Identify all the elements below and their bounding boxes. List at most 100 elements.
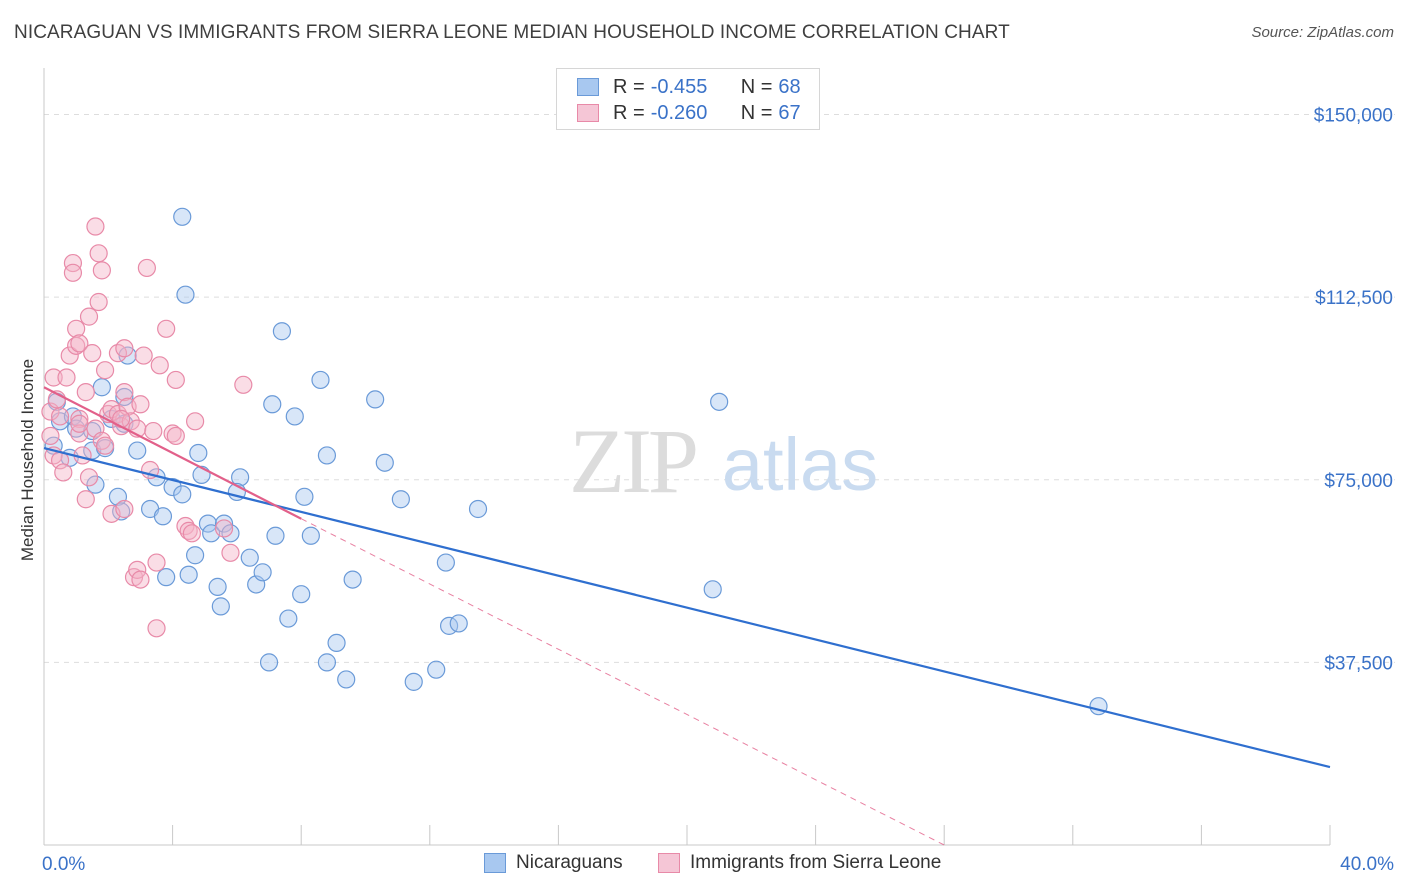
sierra-leone-point-25 <box>89 292 108 312</box>
bottom-legend-swatch-pink <box>658 853 680 873</box>
legend-r-label: R = <box>613 75 645 98</box>
legend-r-value: -0.260 <box>650 101 708 124</box>
nicaraguans-point-43 <box>272 322 292 341</box>
nicaraguans-point-41 <box>263 395 282 414</box>
nicaraguans-point-47 <box>295 487 314 506</box>
nicaraguans-point-42 <box>266 526 285 545</box>
nicaraguans-point-26 <box>186 546 205 565</box>
sierra-leone-point-21 <box>79 468 99 487</box>
sierra-leone-point-8 <box>57 368 76 387</box>
nicaraguans-point-45 <box>285 407 304 426</box>
sierra-leone-point-54 <box>157 319 176 338</box>
sierra-leone-point-52 <box>147 619 166 638</box>
nicaraguans-point-44 <box>279 609 298 628</box>
bottom-legend-swatch-blue <box>484 853 506 873</box>
sierra-leone-point-2 <box>44 368 63 387</box>
nicaraguans-point-49 <box>311 370 330 390</box>
nicaraguans-point-64 <box>703 580 722 599</box>
nicaraguans-point-55 <box>366 390 385 409</box>
sierra-leone-point-15 <box>70 409 89 428</box>
nicaraguans-point-52 <box>327 633 346 653</box>
sierra-leone-point-43 <box>128 560 147 579</box>
sierra-leone-point-1 <box>41 426 60 446</box>
sierra-leone-point-7 <box>54 463 73 482</box>
series-sierra-leone-points <box>41 217 253 638</box>
nicaraguans-point-24 <box>176 285 195 304</box>
sierra-leone-point-37 <box>115 339 134 358</box>
axes <box>43 68 1331 846</box>
watermark-zip: ZIP <box>569 410 696 512</box>
sierra-leone-point-59 <box>179 521 198 540</box>
nicaraguans-point-56 <box>375 453 394 472</box>
legend-r-value: -0.455 <box>650 75 708 98</box>
nicaraguans-point-37 <box>240 548 259 567</box>
bottom-legend-sierra-leone[interactable]: Immigrants from Sierra Leone <box>658 852 941 874</box>
sierra-leone-point-56 <box>166 426 185 446</box>
sierra-leone-point-5 <box>50 407 70 426</box>
x-tick-label-start: 0.0% <box>42 854 85 875</box>
legend-row-sierra-leone: R = -0.260 N = 67 <box>577 99 801 127</box>
sierra-leone-point-10 <box>63 253 83 273</box>
y-tick-label-0: $37,500 <box>1324 653 1393 674</box>
sierra-leone-point-30 <box>95 436 115 455</box>
y-axis-label: Median Household Income <box>18 358 37 562</box>
sierra-leone-point-20 <box>79 307 99 326</box>
sierra-leone-point-48 <box>137 258 156 278</box>
legend-row-nicaraguans: R = -0.455 N = 68 <box>577 73 801 101</box>
sierra-leone-point-22 <box>83 344 102 363</box>
sierra-leone-point-47 <box>134 346 153 365</box>
sierra-leone-point-46 <box>131 570 150 589</box>
sierra-leone-point-57 <box>166 370 185 390</box>
sierra-leone-point-18 <box>76 490 95 509</box>
nicaraguans-point-62 <box>449 614 468 633</box>
nicaraguans-point-20 <box>163 477 182 497</box>
nicaraguans-point-16 <box>128 441 147 460</box>
trend-lines <box>43 386 1331 846</box>
legend-swatch-blue <box>577 78 599 96</box>
nicaraguans-point-46 <box>292 585 311 604</box>
sierra-leone-point-23 <box>86 217 105 236</box>
legend-r-label: R = <box>613 101 645 124</box>
sierra-leone-point-60 <box>182 524 201 543</box>
legend-n-value: 67 <box>778 101 801 124</box>
sierra-leone-point-61 <box>186 412 205 431</box>
sierra-leone-point-14 <box>70 334 89 353</box>
nicaraguans-point-63 <box>468 499 488 519</box>
sierra-leone-point-64 <box>234 375 253 394</box>
chart-title: NICARAGUAN VS IMMIGRANTS FROM SIERRA LEO… <box>14 22 1010 43</box>
nicaraguans-point-59 <box>427 660 446 679</box>
nicaraguans-point-50 <box>317 446 337 465</box>
x-tick-label-end: 40.0% <box>1340 854 1394 875</box>
watermark: ZIP atlas <box>569 410 878 512</box>
nicaraguans-point-21 <box>157 568 176 587</box>
nicaraguans-point-19 <box>153 507 173 526</box>
sierra-leone-point-39 <box>115 383 134 402</box>
sierra-leone-point-38 <box>115 499 134 519</box>
nicaraguans-point-33 <box>214 514 234 533</box>
sierra-leone-point-55 <box>163 424 182 443</box>
nicaraguans-point-23 <box>173 207 192 226</box>
legend-n-label: N = <box>740 101 773 124</box>
sierra-leone-point-27 <box>92 261 111 280</box>
nicaraguans-point-14 <box>115 387 134 407</box>
nicaraguans-point-25 <box>179 565 198 584</box>
sierra-leone-point-65 <box>70 414 89 433</box>
y-tick-label-3: $150,000 <box>1314 106 1393 127</box>
nicaraguans-point-22 <box>173 485 192 504</box>
sierra-leone-point-11 <box>63 263 83 282</box>
sierra-leone-point-58 <box>176 516 195 536</box>
nicaraguans-point-32 <box>211 597 230 616</box>
y-tick-label-2: $112,500 <box>1315 288 1393 309</box>
bottom-legend-nicaraguans[interactable]: Nicaraguans <box>484 852 623 874</box>
sierra-leone-point-53 <box>150 356 169 375</box>
y-tick-labels: $37,500 $75,000 $112,500 $150,000 <box>1314 106 1393 675</box>
watermark-atlas: atlas <box>722 423 878 506</box>
nicaraguans-point-54 <box>343 570 362 589</box>
sierra-leone-point-13 <box>67 336 86 355</box>
nicaraguans-point-39 <box>253 563 272 582</box>
trend-line-sierra-leone-dashed <box>300 518 945 846</box>
nicaraguans-point-48 <box>301 526 320 545</box>
nicaraguans-point-8 <box>92 378 111 397</box>
trend-line-nicaraguans-solid <box>43 447 1331 769</box>
